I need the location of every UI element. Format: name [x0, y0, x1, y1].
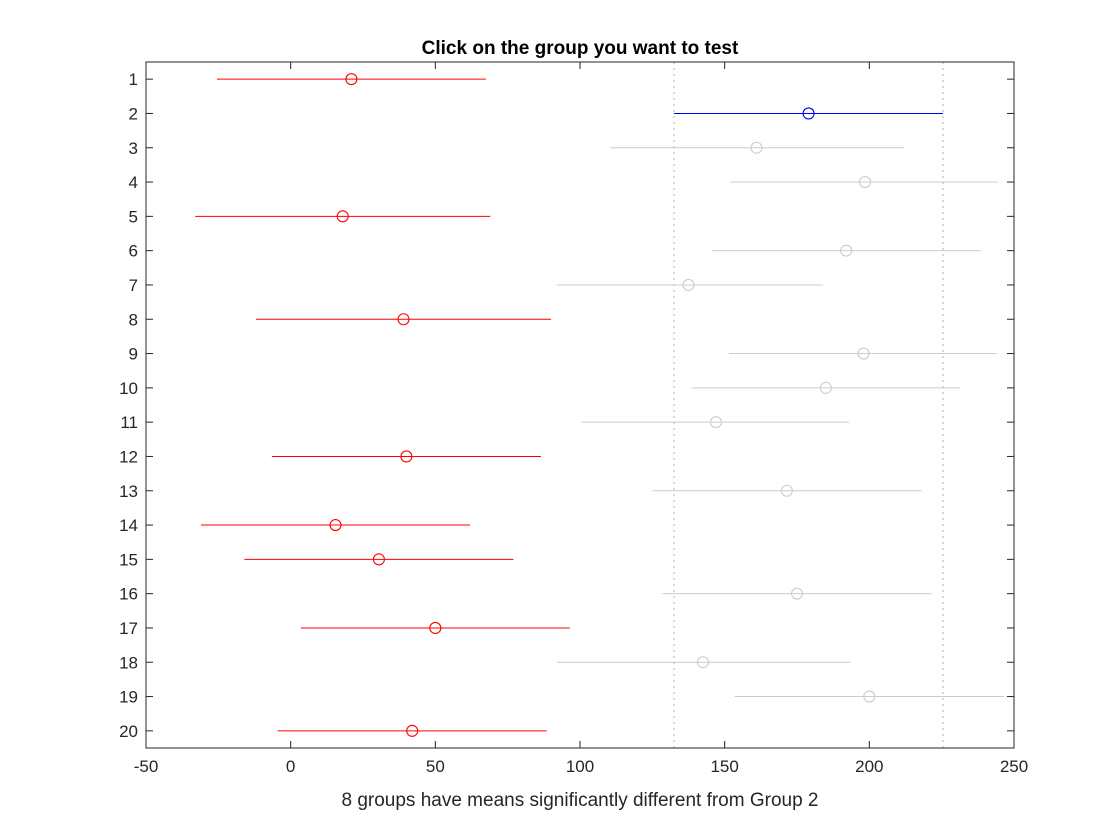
mean-marker-group-12[interactable] — [400, 450, 413, 463]
x-tick-label: 200 — [855, 757, 883, 776]
x-tick-label: 150 — [710, 757, 738, 776]
y-tick-label: 3 — [129, 139, 138, 158]
mean-marker-group-20[interactable] — [406, 724, 419, 737]
mean-marker-group-2[interactable] — [802, 107, 815, 120]
mean-marker-group-16[interactable] — [790, 587, 804, 600]
x-tick-label: 250 — [1000, 757, 1028, 776]
mean-marker-group-1[interactable] — [345, 73, 358, 86]
reference-lines — [673, 62, 944, 748]
error-bars[interactable] — [195, 78, 1004, 732]
x-tick-label: -50 — [134, 757, 159, 776]
mean-marker-group-14[interactable] — [329, 518, 342, 532]
mean-marker-group-9[interactable] — [857, 347, 870, 360]
y-tick-label: 13 — [119, 482, 138, 501]
mean-marker-group-18[interactable] — [696, 656, 710, 669]
y-tick-label: 18 — [119, 653, 138, 672]
mean-markers[interactable] — [329, 73, 876, 737]
mean-marker-group-13[interactable] — [780, 484, 793, 497]
axes-box — [145, 61, 1015, 749]
mean-marker-group-4[interactable] — [858, 176, 872, 189]
x-tick-label: 0 — [286, 757, 295, 776]
y-tick-label: 20 — [119, 722, 138, 741]
y-tick-label: 8 — [129, 310, 138, 329]
x-axis-label: 8 groups have means significantly differ… — [341, 790, 818, 811]
y-tick-label: 15 — [119, 550, 138, 569]
y-tick-label: 7 — [129, 276, 138, 295]
y-tick-label: 4 — [129, 173, 138, 192]
y-tick-label: 6 — [129, 242, 138, 261]
y-tick-label: 12 — [119, 447, 138, 466]
mean-marker-group-17[interactable] — [429, 621, 442, 635]
y-tick-label: 9 — [129, 345, 138, 364]
y-tick-label: 16 — [119, 585, 138, 604]
x-tick-label: 100 — [566, 757, 594, 776]
mean-marker-group-11[interactable] — [709, 416, 723, 429]
mean-marker-group-7[interactable] — [682, 278, 695, 292]
mean-marker-group-15[interactable] — [372, 553, 385, 566]
y-tick-label: 5 — [129, 207, 138, 226]
y-tick-label: 11 — [120, 413, 138, 432]
y-tick-label: 2 — [129, 104, 138, 123]
x-tick-label: 50 — [426, 757, 445, 776]
mean-marker-group-5[interactable] — [336, 210, 349, 223]
mean-marker-group-8[interactable] — [397, 313, 410, 326]
chart-title: Click on the group you want to test — [422, 38, 739, 59]
mean-marker-group-10[interactable] — [819, 381, 832, 394]
mean-marker-group-3[interactable] — [750, 141, 763, 154]
y-tick-label: 14 — [119, 516, 138, 535]
y-tick-label: 17 — [119, 619, 138, 638]
y-tick-label: 1 — [129, 70, 138, 89]
mean-marker-group-6[interactable] — [840, 244, 853, 257]
x-axis-ticks: -50 0 50 100 150 200 250 — [134, 62, 1028, 776]
mean-marker-group-19[interactable] — [863, 690, 876, 703]
y-tick-label: 10 — [119, 379, 138, 398]
y-tick-label: 19 — [119, 688, 138, 707]
